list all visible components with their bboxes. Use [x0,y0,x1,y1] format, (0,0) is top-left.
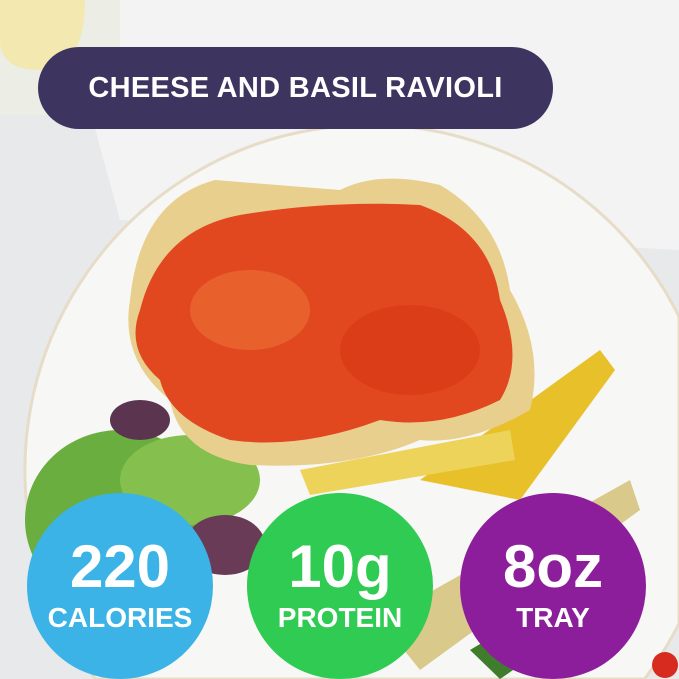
tomato [652,652,678,678]
product-title: CHEESE AND BASIL RAVIOLI [38,47,553,129]
calories-value: 220 [69,533,171,600]
protein-label: PROTEIN [277,602,403,633]
tray-label: TRAY [516,602,590,633]
calories-label: CALORIES [47,602,193,633]
tray-badge: 8oz TRAY [460,493,646,679]
ravioli [128,178,535,466]
calories-badge: 220 CALORIES [27,493,213,679]
protein-value: 10g [288,533,392,600]
tray-value: 8oz [502,533,604,600]
protein-badge: 10g PROTEIN [247,493,433,679]
